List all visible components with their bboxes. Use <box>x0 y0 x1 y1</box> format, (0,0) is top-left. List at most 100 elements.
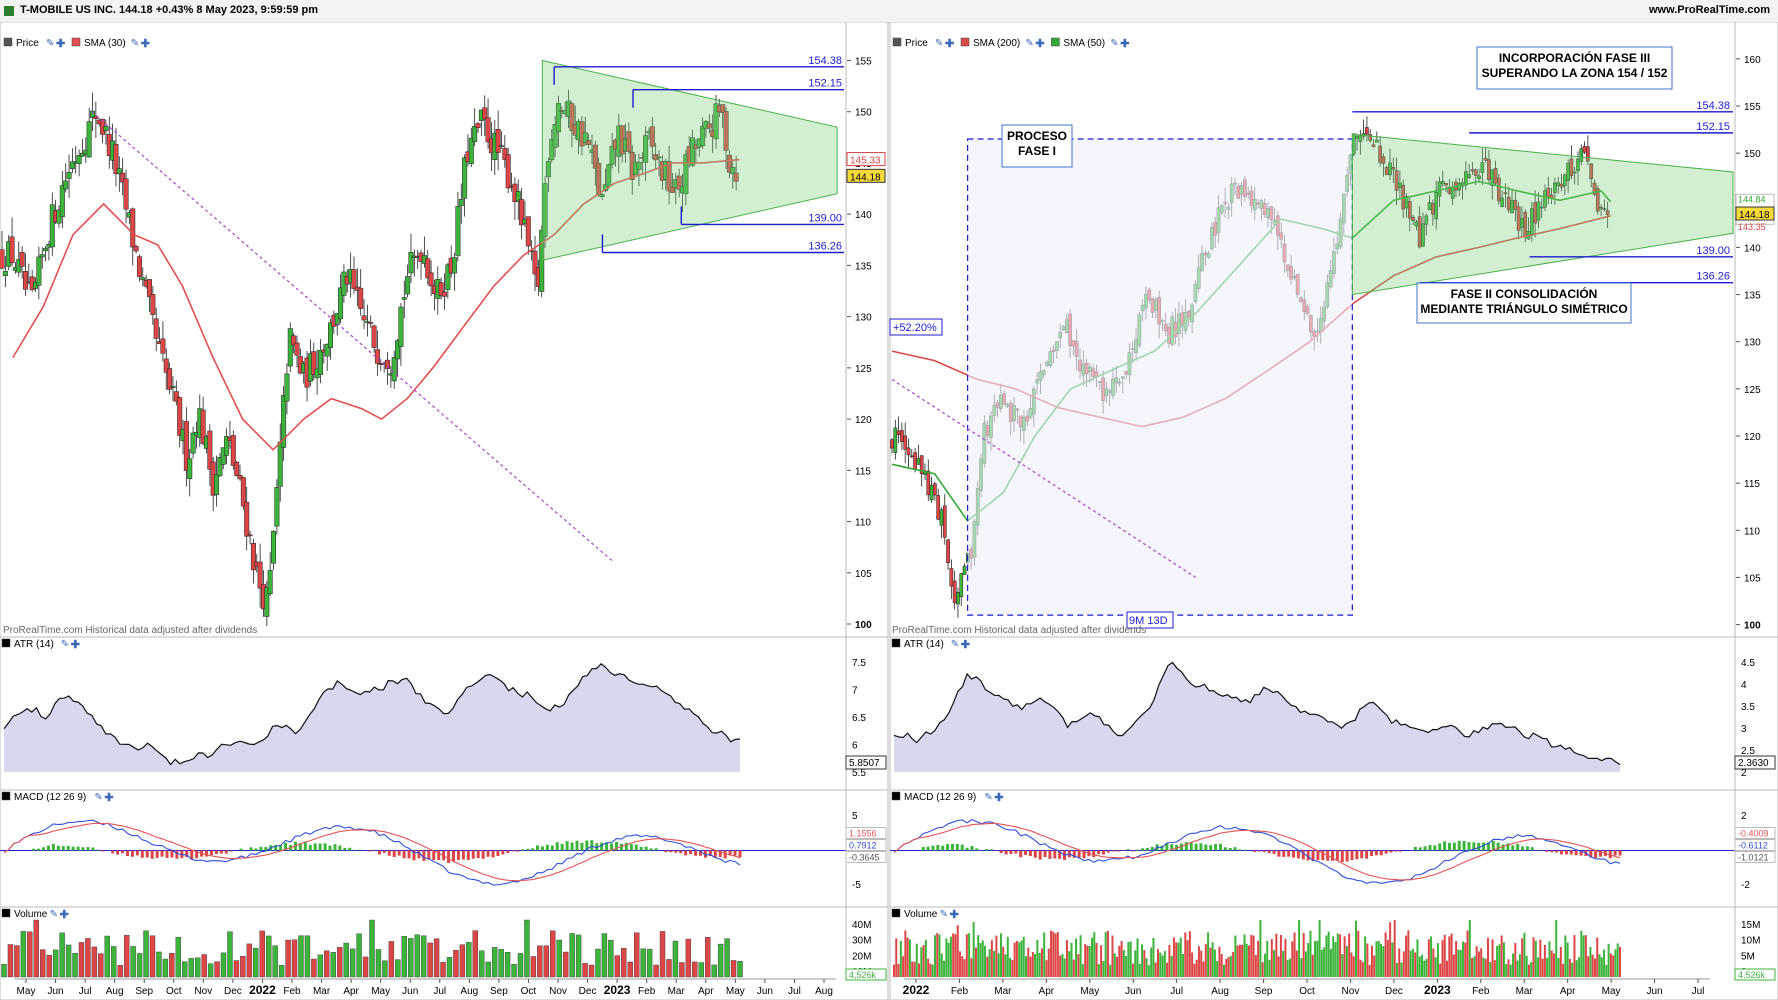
volume-bar <box>1518 954 1521 977</box>
volume-bar <box>927 958 930 977</box>
volume-bar <box>46 954 52 978</box>
candle-body <box>22 271 28 290</box>
candle-body <box>401 297 407 300</box>
volume-bar <box>1550 950 1553 977</box>
macd-histogram-bar <box>1560 850 1564 855</box>
macd-histogram-bar <box>1457 840 1461 851</box>
volume-bar <box>162 958 169 978</box>
sma30-line <box>12 158 740 451</box>
volume-bar <box>388 941 395 978</box>
macd-histogram-bar <box>1092 850 1096 858</box>
volume-bar <box>908 939 911 977</box>
volume-bar <box>1527 964 1530 977</box>
candle-body <box>683 154 689 195</box>
volume-bar <box>362 956 369 978</box>
volume-bar <box>395 959 401 978</box>
price-swatch-icon <box>892 37 902 47</box>
candle-body <box>324 343 330 357</box>
x-tick-label: Sep <box>135 986 153 997</box>
macd-histogram-bar <box>1028 850 1032 857</box>
y-tick-label: 115 <box>855 466 871 477</box>
volume-bar <box>1480 948 1483 977</box>
macd-histogram-bar <box>1399 850 1403 852</box>
macd-histogram-bar <box>1608 850 1612 859</box>
volume-bar <box>1070 942 1073 977</box>
volume-bar <box>1113 953 1116 977</box>
volume-bar <box>1216 960 1219 977</box>
volume-bar <box>356 933 362 978</box>
volume-bar <box>1352 956 1355 977</box>
volume-bar <box>685 938 692 978</box>
volume-bar <box>970 958 973 977</box>
macd-histogram-bar <box>1233 847 1237 851</box>
volume-add-icon: ✚ <box>950 909 959 921</box>
candle-body <box>893 427 898 453</box>
volume-bar <box>1398 948 1401 977</box>
x-tick-label: Apr <box>1039 986 1055 997</box>
macd-histogram-bar <box>1452 842 1456 851</box>
candle-body <box>103 126 109 132</box>
volume-bar <box>1238 944 1241 977</box>
volume-bar <box>1307 942 1310 977</box>
candle-body <box>726 154 732 173</box>
candle-body <box>287 328 293 367</box>
volume-bar <box>1161 955 1164 977</box>
volume-bar <box>1421 954 1423 977</box>
candle-body <box>237 474 243 480</box>
volume-bar <box>1188 931 1191 977</box>
volume-bar <box>1359 959 1362 977</box>
macd-histogram-bar <box>708 850 712 857</box>
volume-bar <box>1157 949 1159 977</box>
macd-histogram-bar <box>1038 850 1042 860</box>
volume-bar <box>1491 939 1494 977</box>
macd-histogram-bar <box>694 850 698 856</box>
volume-bar <box>1227 957 1230 977</box>
volume-bar <box>911 961 914 977</box>
volume-bar <box>965 934 968 977</box>
volume-bar <box>1475 946 1478 977</box>
macd-histogram-bar <box>664 850 668 853</box>
candle-body <box>76 155 82 164</box>
candle-body <box>626 131 632 152</box>
macd-histogram-bar <box>456 850 460 861</box>
volume-bar <box>1097 964 1100 977</box>
candle-body <box>956 592 960 605</box>
macd-histogram-bar <box>674 850 678 853</box>
volume-bar <box>227 931 233 978</box>
x-tick-label: Nov <box>549 986 567 997</box>
candle-body <box>1411 216 1415 221</box>
macd-histogram-bar <box>713 850 717 858</box>
macd-histogram-bar <box>1613 850 1617 856</box>
volume-bar <box>1466 930 1469 977</box>
volume-bar <box>730 960 737 978</box>
macd-histogram-bar <box>328 845 332 851</box>
phase-one-note-box <box>1001 124 1073 168</box>
candle-body <box>177 397 183 436</box>
site-link[interactable]: www.ProRealTime.com <box>1648 4 1770 16</box>
candle-body <box>277 441 283 487</box>
volume-bar <box>954 934 957 977</box>
candle-body <box>59 185 65 218</box>
volume-bar <box>1220 954 1223 977</box>
volume-bar <box>472 930 478 978</box>
right-price-pane: Price ✎ ✚ SMA (200) ✎ ✚ SMA (50) ✎ ✚100105110115… <box>889 37 1778 638</box>
candle-body <box>317 349 323 375</box>
macd-histogram-bar <box>1365 850 1369 859</box>
volume-bar <box>1389 922 1392 977</box>
volume-bar <box>1505 964 1508 977</box>
macd-histogram-bar <box>165 850 169 858</box>
volume-swatch-icon <box>1 908 11 918</box>
volume-bar <box>1525 955 1528 977</box>
macd-value-tag <box>1734 851 1776 863</box>
macd-histogram-bar <box>461 850 465 860</box>
volume-bar <box>1116 956 1119 977</box>
volume-tick-label: 40M <box>852 920 871 931</box>
candle-body <box>913 452 917 470</box>
macd-histogram-bar <box>1136 849 1140 851</box>
volume-bar <box>149 935 156 978</box>
volume-bar <box>1364 936 1367 977</box>
volume-bar <box>659 931 666 978</box>
macd-histogram-bar <box>175 850 179 859</box>
volume-bar <box>1416 939 1419 977</box>
macd-histogram-bar <box>703 850 707 858</box>
